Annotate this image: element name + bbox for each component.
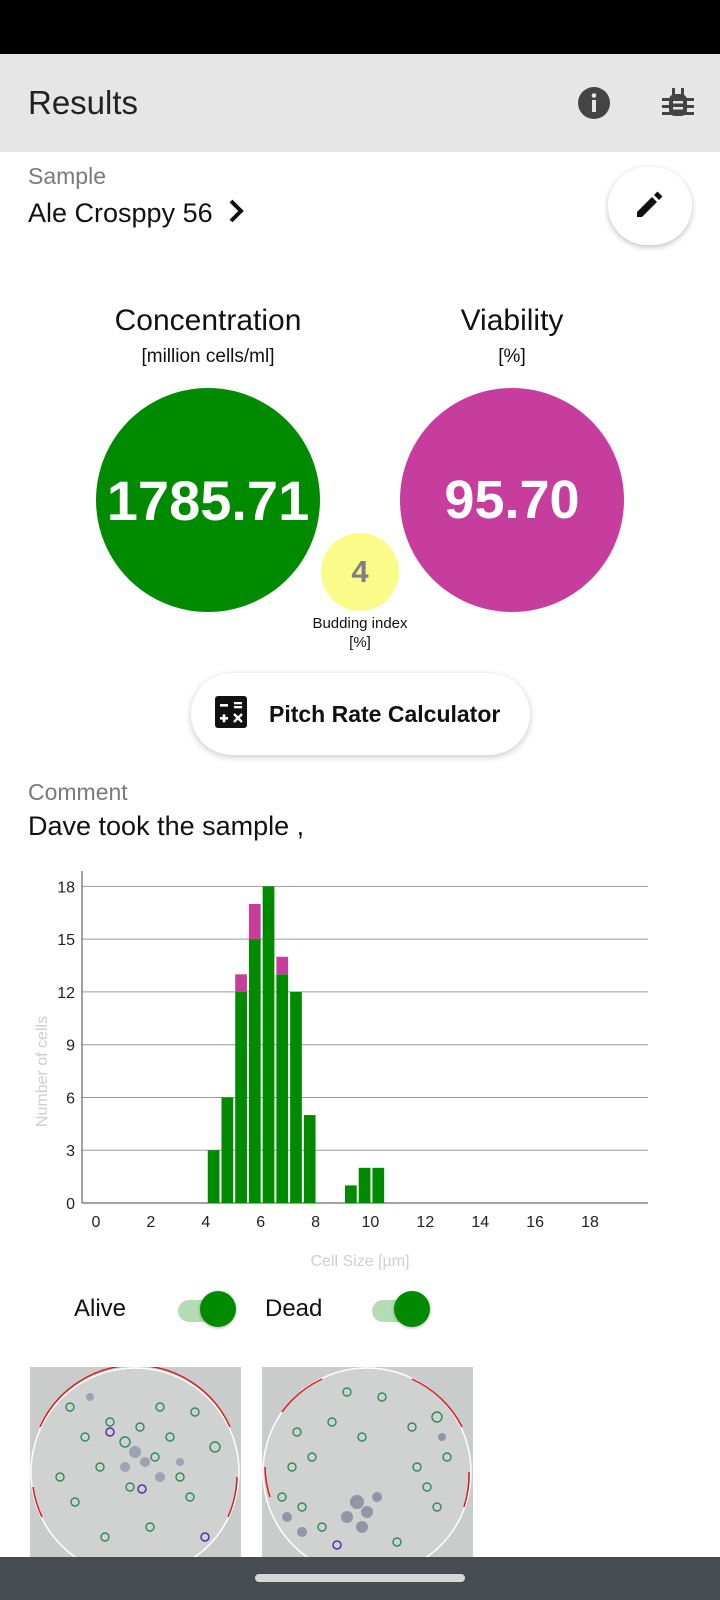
histogram-bar-alive	[372, 1167, 385, 1203]
y-tick-label: 0	[66, 1196, 75, 1213]
y-axis-label: Number of cells	[34, 1016, 51, 1127]
concentration-unit: [million cells/ml]	[141, 346, 275, 367]
page-title: Results	[28, 84, 139, 121]
histogram-bar-alive	[303, 1115, 316, 1203]
x-tick-label: 10	[362, 1214, 380, 1231]
x-tick-label: 6	[256, 1214, 265, 1231]
x-tick-label: 0	[92, 1214, 101, 1231]
app-bar: Results	[0, 54, 720, 152]
home-gesture-handle[interactable]	[255, 1574, 465, 1582]
sample-selector[interactable]: Ale Crosppy 56	[28, 196, 245, 230]
y-tick-label: 3	[66, 1143, 75, 1160]
x-axis-label: Cell Size [µm]	[310, 1253, 409, 1270]
alive-toggle-label: Alive	[74, 1295, 127, 1322]
sample-image-thumbnail[interactable]	[262, 1367, 473, 1557]
histogram-bar-alive	[262, 886, 275, 1203]
comment-text: Dave took the sample ,	[28, 811, 305, 841]
y-tick-label: 12	[57, 985, 75, 1002]
dead-toggle-label: Dead	[265, 1295, 323, 1322]
concentration-title: Concentration	[114, 304, 302, 337]
pencil-icon	[634, 188, 666, 225]
viability-value: 95.70	[400, 388, 624, 612]
alive-toggle[interactable]	[174, 1290, 236, 1327]
sample-image-thumbnail[interactable]	[30, 1367, 241, 1557]
x-tick-label: 2	[146, 1214, 155, 1231]
bug-icon[interactable]	[660, 85, 696, 121]
navigation-bar	[0, 1557, 720, 1600]
viability-unit: [%]	[498, 346, 526, 367]
status-bar	[0, 0, 720, 54]
dead-toggle[interactable]	[368, 1290, 430, 1327]
pitch-rate-calculator-label: Pitch Rate Calculator	[269, 700, 501, 727]
histogram-bar-alive	[221, 1097, 234, 1203]
histogram-bar-alive	[345, 1185, 357, 1203]
histogram-bar-alive	[276, 974, 289, 1203]
x-tick-label: 12	[416, 1214, 434, 1231]
budding-index-value: 4	[321, 533, 399, 611]
x-tick-label: 14	[471, 1214, 489, 1231]
y-tick-label: 18	[57, 879, 75, 896]
sample-label: Sample	[28, 163, 106, 189]
comment-label: Comment	[28, 779, 128, 805]
histogram-bar-alive	[358, 1167, 371, 1203]
histogram-bar-dead	[248, 903, 261, 940]
chevron-right-icon	[227, 198, 245, 229]
x-tick-label: 8	[311, 1214, 320, 1231]
histogram-bar-alive	[207, 1150, 220, 1203]
toggle-row: Alive Dead	[0, 1286, 720, 1330]
x-tick-label: 18	[581, 1214, 599, 1231]
edit-button[interactable]	[608, 167, 692, 245]
pitch-rate-calculator-button[interactable]: Pitch Rate Calculator	[191, 673, 530, 755]
calculator-icon	[215, 695, 247, 733]
sample-name: Ale Crosppy 56	[28, 197, 213, 228]
cell-size-histogram: 0 3 6 9 12 15 18 0 2 4 6 8 10 12 14 16 18 Number of cells…	[34, 871, 648, 1270]
histogram-bar-dead	[276, 956, 289, 975]
y-tick-label: 6	[66, 1090, 75, 1107]
budding-index-unit: [%]	[349, 634, 371, 651]
y-tick-label: 9	[66, 1038, 75, 1055]
x-tick-label: 4	[201, 1214, 210, 1231]
histogram-bar-dead	[235, 974, 247, 992]
y-tick-label: 15	[57, 932, 75, 949]
viability-title: Viability	[460, 304, 564, 337]
info-icon[interactable]	[576, 85, 612, 121]
histogram-bar-alive	[290, 991, 302, 1203]
budding-index-label: Budding index [%]	[300, 614, 420, 652]
budding-index-title: Budding index	[312, 615, 408, 632]
concentration-value: 1785.71	[96, 388, 320, 612]
x-tick-label: 16	[526, 1214, 544, 1231]
histogram-bar-alive	[248, 939, 261, 1203]
histogram-bar-alive	[235, 991, 247, 1203]
